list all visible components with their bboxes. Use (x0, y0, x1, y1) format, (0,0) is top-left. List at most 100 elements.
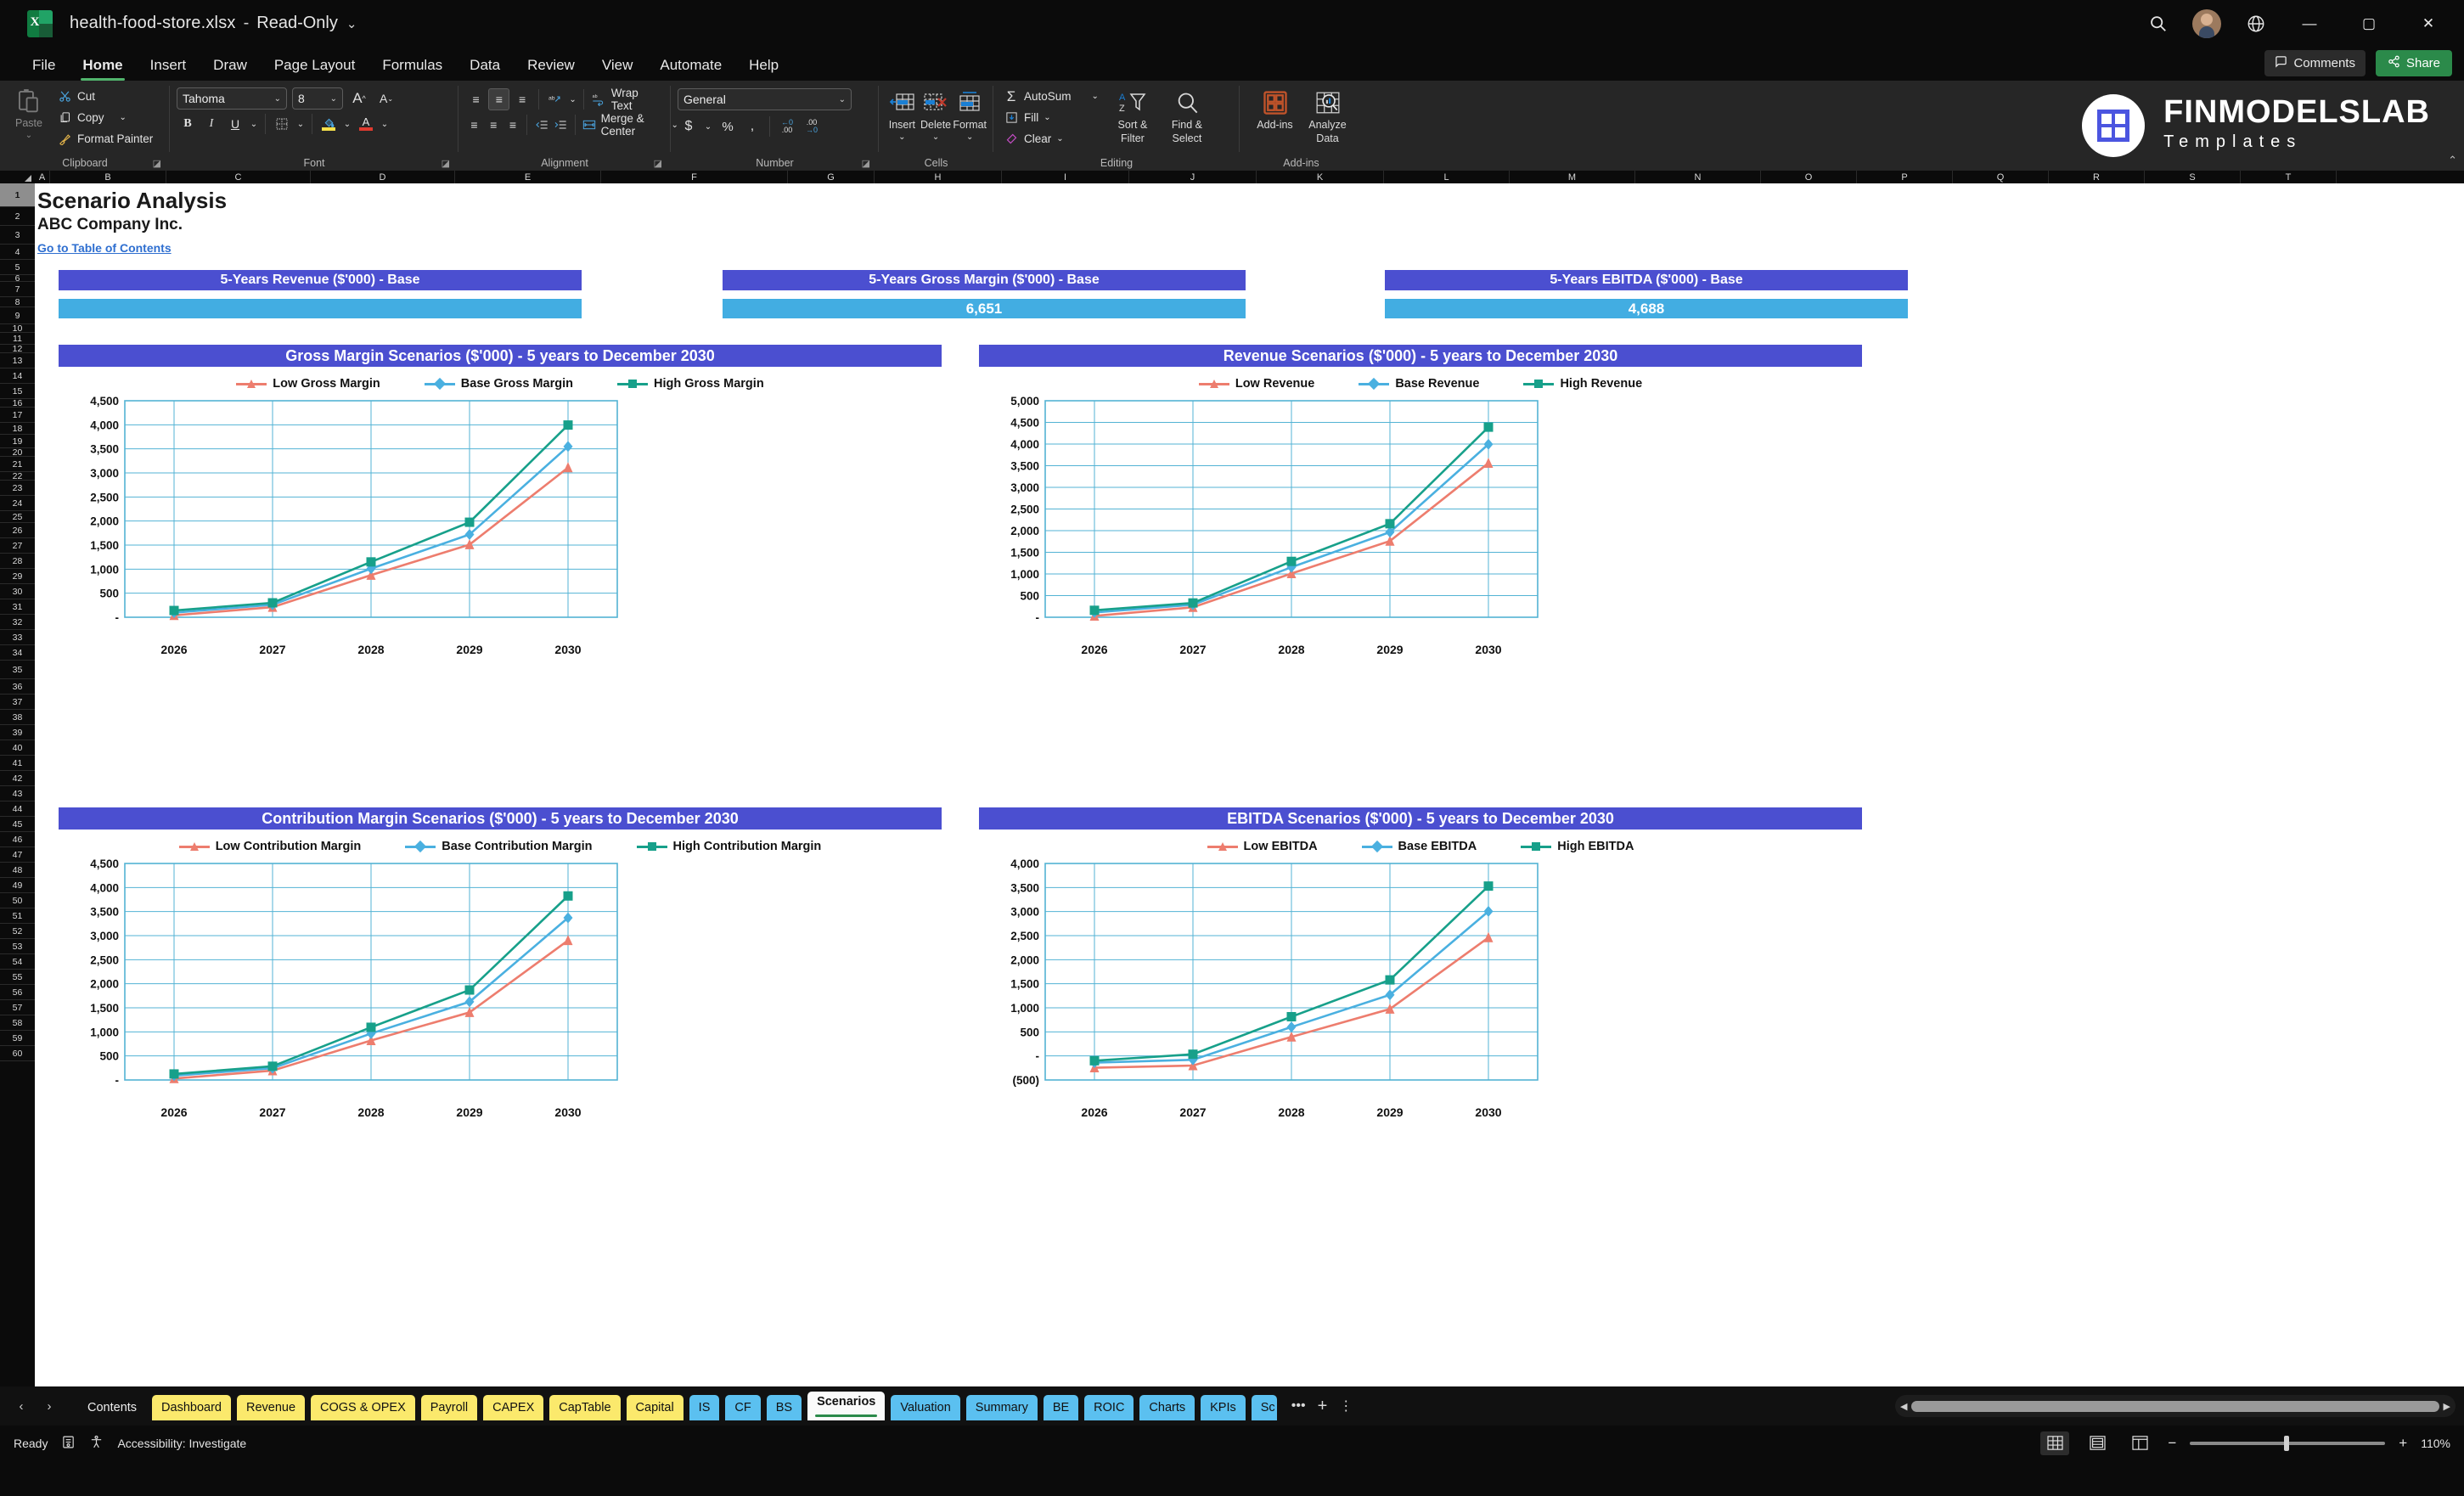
fill-button[interactable]: Fill ⌄ (1000, 107, 1102, 128)
bold-button[interactable]: B (177, 113, 199, 135)
clear-chevron-down-icon[interactable]: ⌄ (1056, 134, 1064, 143)
borders-chevron-down-icon[interactable]: ⌄ (296, 119, 305, 129)
column-header-N[interactable]: N (1635, 171, 1761, 183)
page-layout-view-button[interactable] (2083, 1431, 2112, 1455)
sheet-tab-revenue[interactable]: Revenue (236, 1395, 306, 1420)
column-header-F[interactable]: F (601, 171, 788, 183)
row-header-35[interactable]: 35 (0, 661, 35, 679)
format-cells-button[interactable]: Format ⌄ (953, 86, 987, 142)
ribbon-tab-file[interactable]: File (32, 57, 56, 73)
row-header-1[interactable]: 1 (0, 183, 35, 207)
column-header-G[interactable]: G (788, 171, 875, 183)
font-size-select[interactable]: 8 ⌄ (292, 87, 343, 110)
row-header-56[interactable]: 56 (0, 985, 35, 1000)
sheet-tab-kpis[interactable]: KPIs (1201, 1395, 1246, 1420)
sheet-tab-cf[interactable]: CF (725, 1395, 761, 1420)
normal-view-button[interactable] (2040, 1431, 2070, 1455)
row-header-37[interactable]: 37 (0, 695, 35, 710)
row-header-50[interactable]: 50 (0, 893, 35, 908)
row-header-2[interactable]: 2 (0, 207, 35, 226)
row-header-31[interactable]: 31 (0, 599, 35, 615)
format-chevron-down-icon[interactable]: ⌄ (966, 132, 974, 142)
percent-format-button[interactable]: % (717, 115, 739, 138)
row-header-27[interactable]: 27 (0, 538, 35, 554)
column-header-O[interactable]: O (1761, 171, 1857, 183)
row-header-38[interactable]: 38 (0, 710, 35, 725)
row-header-17[interactable]: 17 (0, 408, 35, 423)
ribbon-tab-page-layout[interactable]: Page Layout (273, 57, 356, 73)
title-chevron-down-icon[interactable]: ⌄ (346, 16, 357, 31)
column-header-T[interactable]: T (2241, 171, 2337, 183)
row-header-46[interactable]: 46 (0, 832, 35, 847)
row-header-24[interactable]: 24 (0, 496, 35, 511)
more-sheets-icon[interactable]: ••• (1291, 1398, 1306, 1413)
sheet-tab-cogs-opex[interactable]: COGS & OPEX (311, 1395, 415, 1420)
row-header-28[interactable]: 28 (0, 554, 35, 569)
row-header-21[interactable]: 21 (0, 457, 35, 472)
ribbon-tab-formulas[interactable]: Formulas (382, 57, 443, 73)
addins-button[interactable]: Add-ins (1253, 86, 1297, 131)
row-header-25[interactable]: 25 (0, 511, 35, 523)
row-header-26[interactable]: 26 (0, 523, 35, 538)
fill-chevron-down-icon[interactable]: ⌄ (1044, 113, 1051, 122)
row-header-23[interactable]: 23 (0, 481, 35, 496)
decrease-decimal-button[interactable]: .00 →0 (805, 118, 818, 134)
orientation-button[interactable]: ab (544, 88, 565, 110)
scroll-left-arrow-icon[interactable]: ◀ (1900, 1401, 1908, 1412)
row-header-7[interactable]: 7 (0, 282, 35, 297)
row-header-20[interactable]: 20 (0, 447, 35, 458)
row-header-51[interactable]: 51 (0, 908, 35, 924)
sheet-tab-valuation[interactable]: Valuation (891, 1395, 960, 1420)
ribbon-tab-help[interactable]: Help (749, 57, 779, 73)
horizontal-scrollbar[interactable]: ◀ ▶ (1895, 1395, 2456, 1417)
copy-chevron-down-icon[interactable]: ⌄ (119, 113, 127, 122)
zoom-slider[interactable] (2190, 1435, 2386, 1451)
analyze-data-button[interactable]: Analyze Data (1306, 86, 1350, 144)
row-header-5[interactable]: 5 (0, 260, 35, 275)
currency-chevron-down-icon[interactable]: ⌄ (704, 121, 712, 132)
merge-chevron-down-icon[interactable]: ⌄ (671, 120, 678, 130)
row-header-47[interactable]: 47 (0, 847, 35, 863)
column-header-I[interactable]: I (1002, 171, 1129, 183)
prev-sheet-arrow-icon[interactable]: ‹ (19, 1398, 24, 1414)
font-family-select[interactable]: Tahoma ⌄ (177, 87, 287, 110)
number-format-select[interactable]: General ⌄ (678, 88, 852, 110)
row-header-53[interactable]: 53 (0, 939, 35, 954)
borders-button[interactable] (271, 113, 293, 135)
zoom-out-button[interactable]: − (2168, 1434, 2177, 1451)
row-header-48[interactable]: 48 (0, 863, 35, 878)
clear-button[interactable]: Clear ⌄ (1000, 128, 1102, 149)
row-header-45[interactable]: 45 (0, 817, 35, 832)
ribbon-tab-draw[interactable]: Draw (213, 57, 247, 73)
column-header-A[interactable]: A (35, 171, 50, 183)
sheet-tab-charts[interactable]: Charts (1139, 1395, 1195, 1420)
row-header-33[interactable]: 33 (0, 630, 35, 645)
row-header-11[interactable]: 11 (0, 333, 35, 345)
row-header-13[interactable]: 13 (0, 353, 35, 368)
sheet-tab-scenarios[interactable]: Scenarios (807, 1392, 886, 1420)
sheet-tab-bs[interactable]: BS (766, 1395, 802, 1420)
column-header-R[interactable]: R (2049, 171, 2145, 183)
row-header-58[interactable]: 58 (0, 1015, 35, 1031)
sheet-tab-sc[interactable]: Sc (1251, 1395, 1277, 1420)
table-of-contents-link[interactable]: Go to Table of Contents (37, 241, 172, 255)
sheet-tab-capital[interactable]: Capital (626, 1395, 684, 1420)
zoom-in-button[interactable]: + (2399, 1434, 2408, 1451)
underline-chevron-down-icon[interactable]: ⌄ (250, 119, 258, 129)
comments-button[interactable]: Comments (2264, 50, 2366, 76)
fill-color-button[interactable] (318, 113, 340, 135)
find-select-button[interactable]: Find & Select (1163, 86, 1211, 144)
merge-center-button[interactable]: Merge & Center ⌄ (581, 112, 682, 138)
row-header-42[interactable]: 42 (0, 771, 35, 786)
row-header-12[interactable]: 12 (0, 344, 35, 354)
sheet-tab-be[interactable]: BE (1043, 1395, 1079, 1420)
row-header-34[interactable]: 34 (0, 645, 35, 661)
delete-cells-button[interactable]: Delete ⌄ (920, 86, 953, 142)
sheet-canvas[interactable]: Scenario Analysis ABC Company Inc. Go to… (35, 183, 2464, 1386)
row-header-22[interactable]: 22 (0, 471, 35, 481)
increase-decimal-button[interactable]: ←0.00 (780, 118, 793, 134)
zoom-level-label[interactable]: 110% (2421, 1436, 2450, 1450)
row-header-4[interactable]: 4 (0, 245, 35, 260)
delete-chevron-down-icon[interactable]: ⌄ (931, 132, 940, 142)
row-header-8[interactable]: 8 (0, 297, 35, 307)
